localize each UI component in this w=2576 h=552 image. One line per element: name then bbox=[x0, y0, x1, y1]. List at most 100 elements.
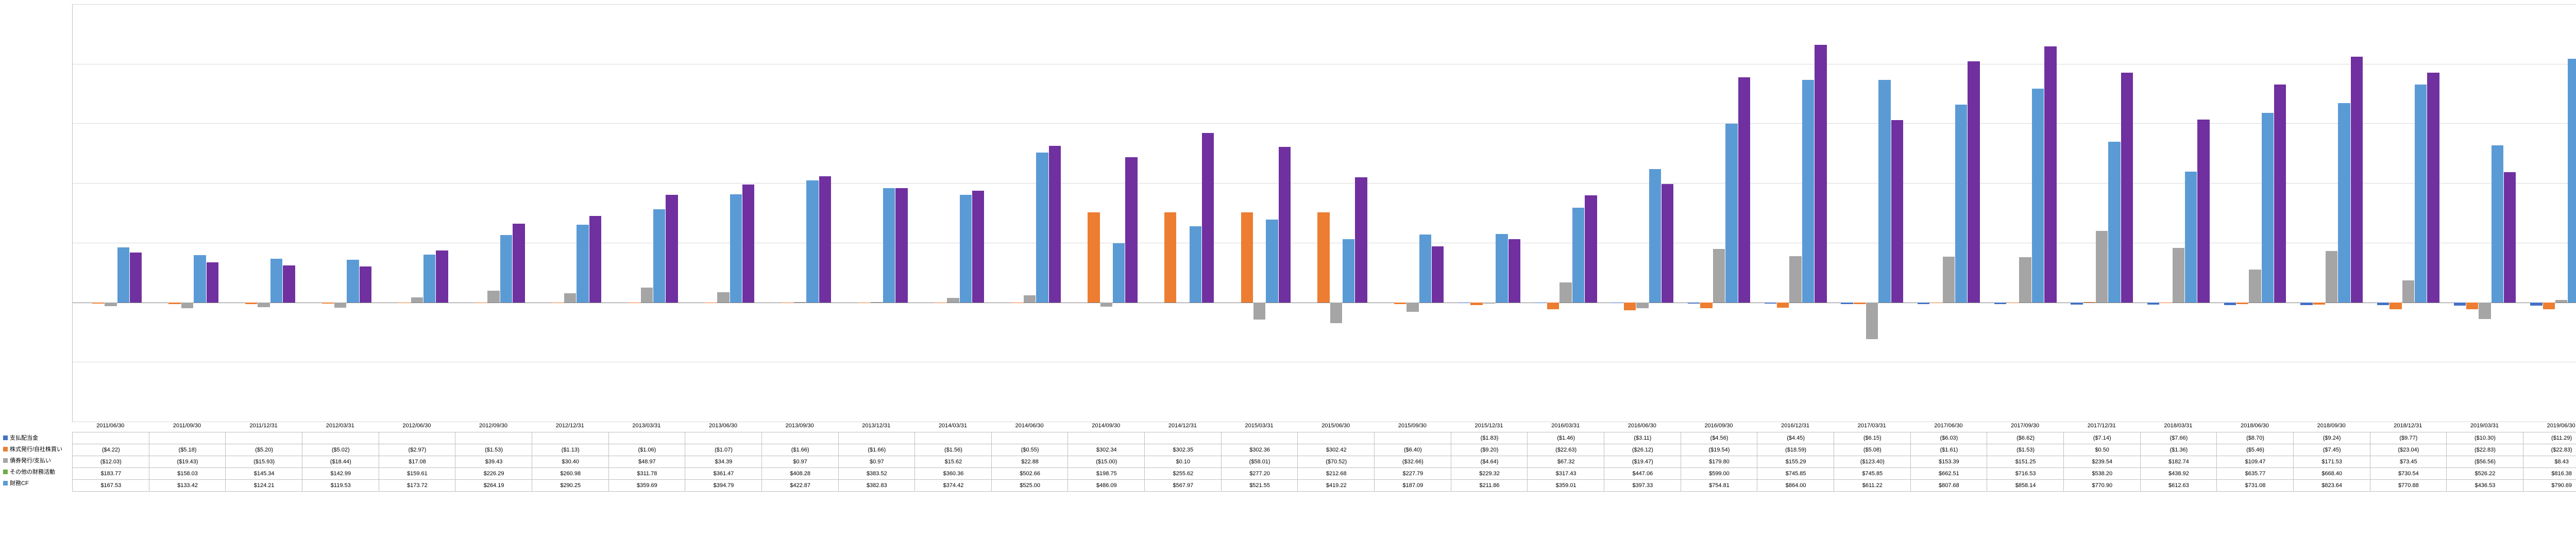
bar bbox=[2121, 73, 2133, 303]
bar bbox=[2224, 303, 2236, 305]
bar bbox=[1738, 77, 1750, 303]
table-cell: ($7.14) bbox=[2063, 432, 2141, 444]
x-tick-label: 2016/06/30 bbox=[1628, 423, 1656, 429]
bar bbox=[1777, 303, 1789, 308]
table-cell: ($19.54) bbox=[1681, 444, 1758, 456]
table-cell: $422.87 bbox=[761, 480, 839, 491]
bar bbox=[1878, 80, 1890, 303]
bar bbox=[2338, 103, 2350, 303]
bar bbox=[334, 303, 346, 308]
bar bbox=[1419, 235, 1431, 303]
table-cell: $211.86 bbox=[1451, 480, 1528, 491]
x-tick-label: 2015/12/31 bbox=[1475, 423, 1503, 429]
table-cell: $226.29 bbox=[455, 468, 532, 479]
table-cell: ($9.20) bbox=[1451, 444, 1528, 456]
x-tick-label: 2018/09/30 bbox=[2317, 423, 2346, 429]
table-cell: $239.54 bbox=[2063, 456, 2141, 467]
table-cell bbox=[149, 432, 226, 444]
table-cell: $153.39 bbox=[1910, 456, 1988, 467]
table-cell: $486.09 bbox=[1067, 480, 1145, 491]
bar bbox=[1815, 45, 1826, 303]
bar bbox=[423, 255, 435, 302]
bar bbox=[1049, 146, 1061, 303]
table-cell: ($5.18) bbox=[149, 444, 226, 456]
bar bbox=[283, 265, 295, 303]
table-cell: $155.29 bbox=[1757, 456, 1834, 467]
table-cell: $302.35 bbox=[1144, 444, 1222, 456]
table-cell: ($6.62) bbox=[1987, 432, 2064, 444]
bar bbox=[1241, 212, 1253, 303]
table-cell: $408.28 bbox=[761, 468, 839, 479]
bar bbox=[2402, 280, 2414, 302]
table-cell: ($1.83) bbox=[1451, 432, 1528, 444]
bar bbox=[1036, 153, 1048, 303]
table-cell: ($1.13) bbox=[532, 444, 609, 456]
table-cell: $119.53 bbox=[302, 480, 379, 491]
table-cell: $359.01 bbox=[1527, 480, 1604, 491]
table-cell bbox=[225, 432, 302, 444]
table-cell: ($5.20) bbox=[225, 444, 302, 456]
bar bbox=[1253, 303, 1265, 320]
table-cell: $277.20 bbox=[1221, 468, 1298, 479]
bar bbox=[730, 194, 742, 302]
table-cell: $187.09 bbox=[1374, 480, 1451, 491]
table-cell: $0.10 bbox=[1144, 456, 1222, 467]
x-axis-labels: 2011/06/302011/09/302011/12/312012/03/31… bbox=[72, 423, 2576, 432]
table-cell: $807.68 bbox=[1910, 480, 1988, 491]
bar bbox=[1190, 226, 1201, 303]
x-tick-label: 2016/03/31 bbox=[1551, 423, 1580, 429]
table-cell: ($4.64) bbox=[1451, 456, 1528, 467]
bar bbox=[411, 297, 423, 303]
bar bbox=[2044, 46, 2056, 302]
bar bbox=[207, 262, 218, 302]
table-cell: $823.64 bbox=[2293, 480, 2370, 491]
table-cell: $419.22 bbox=[1297, 480, 1375, 491]
table-cell: $124.21 bbox=[225, 480, 302, 491]
table-row: ($4.22)($5.18)($5.20)($5.02)($2.97)($1.5… bbox=[72, 444, 2576, 456]
table-cell: ($7.66) bbox=[2140, 432, 2217, 444]
x-tick-label: 2017/03/31 bbox=[1858, 423, 1886, 429]
bar bbox=[2454, 303, 2466, 306]
bar bbox=[1918, 303, 1929, 304]
bar bbox=[1649, 169, 1661, 303]
table-cell: $730.54 bbox=[2370, 468, 2447, 479]
x-tick-label: 2011/06/30 bbox=[96, 423, 124, 429]
x-tick-label: 2015/06/30 bbox=[1321, 423, 1350, 429]
table-cell: $361.47 bbox=[685, 468, 762, 479]
table-cell bbox=[455, 432, 532, 444]
table-cell bbox=[1221, 432, 1298, 444]
table-cell: $302.36 bbox=[1221, 444, 1298, 456]
table-cell: ($6.03) bbox=[1910, 432, 1988, 444]
bar bbox=[1509, 239, 1520, 303]
bar bbox=[1943, 257, 1955, 303]
legend-left: 支払配当金株式発行/自社株買い債券発行/支払いその他の財務活動財務CF bbox=[3, 432, 69, 489]
x-tick-label: 2017/09/30 bbox=[2011, 423, 2039, 429]
table-cell bbox=[1067, 432, 1145, 444]
bar bbox=[1560, 282, 1571, 303]
table-cell: ($9.77) bbox=[2370, 432, 2447, 444]
bar bbox=[1624, 303, 1636, 310]
bar bbox=[1854, 303, 1866, 304]
bar bbox=[2185, 172, 2197, 303]
table-cell: $317.43 bbox=[1527, 468, 1604, 479]
bar bbox=[1125, 157, 1137, 302]
bar bbox=[92, 303, 104, 304]
bar bbox=[2543, 303, 2555, 309]
table-cell: $142.99 bbox=[302, 468, 379, 479]
bar bbox=[653, 209, 665, 302]
bar bbox=[1024, 295, 1036, 302]
bar bbox=[181, 303, 193, 308]
bar bbox=[168, 303, 180, 304]
bar bbox=[500, 235, 512, 303]
bar bbox=[2262, 113, 2274, 303]
bar bbox=[947, 298, 959, 303]
table-cell bbox=[838, 432, 916, 444]
table-cell bbox=[1297, 432, 1375, 444]
table-cell bbox=[302, 432, 379, 444]
bar bbox=[1572, 208, 1584, 303]
table-cell: $374.42 bbox=[914, 480, 992, 491]
table-row: ($1.83)($1.46)($3.11)($4.56)($4.45)($6.1… bbox=[72, 432, 2576, 444]
table-cell: ($4.56) bbox=[1681, 432, 1758, 444]
x-tick-label: 2013/06/30 bbox=[709, 423, 737, 429]
bar bbox=[2300, 303, 2312, 305]
